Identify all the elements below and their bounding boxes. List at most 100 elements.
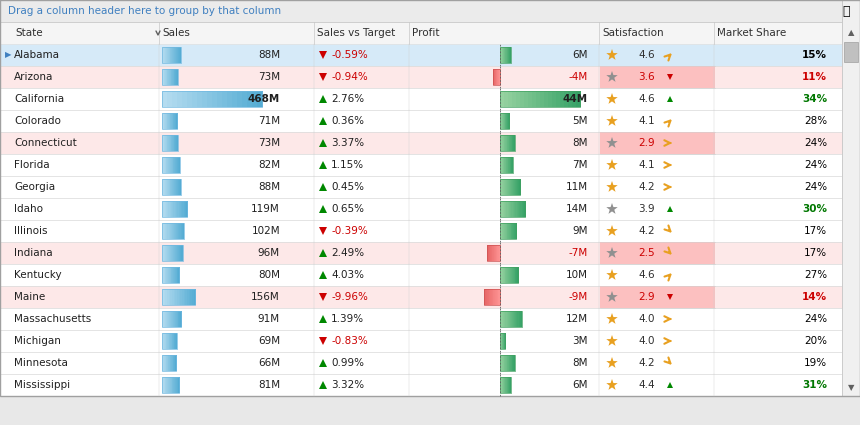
Bar	[0, 44, 842, 396]
Bar	[496, 69, 497, 85]
Bar	[182, 91, 187, 107]
Bar	[512, 157, 513, 173]
Polygon shape	[606, 49, 617, 60]
Bar	[600, 286, 715, 308]
Bar	[187, 91, 193, 107]
Bar	[194, 289, 196, 305]
Polygon shape	[606, 247, 617, 258]
Bar	[162, 179, 181, 195]
Bar	[174, 157, 175, 173]
Text: 468M: 468M	[248, 94, 280, 104]
Bar	[169, 311, 171, 327]
Text: -0.83%: -0.83%	[331, 336, 368, 346]
Text: Sales vs Target: Sales vs Target	[317, 28, 396, 38]
Bar	[164, 377, 166, 393]
Bar	[0, 242, 842, 264]
Bar	[162, 69, 178, 85]
Bar	[503, 355, 504, 371]
Bar	[517, 267, 519, 283]
Bar	[181, 223, 182, 239]
Bar	[500, 377, 511, 393]
Bar	[177, 267, 179, 283]
Bar	[165, 377, 167, 393]
Bar	[176, 201, 178, 217]
Bar	[500, 47, 501, 63]
Bar	[506, 377, 507, 393]
Bar	[556, 91, 561, 107]
Bar	[519, 201, 521, 217]
Bar	[506, 157, 507, 173]
Bar	[165, 355, 166, 371]
Bar	[498, 245, 499, 261]
Bar	[185, 289, 187, 305]
Bar	[502, 377, 503, 393]
Bar	[167, 311, 169, 327]
Bar	[168, 113, 169, 129]
Bar	[503, 135, 504, 151]
Bar	[500, 135, 514, 151]
Bar	[513, 355, 515, 371]
Text: 31%: 31%	[802, 380, 827, 390]
Bar	[492, 289, 493, 305]
Bar	[171, 245, 173, 261]
Bar	[181, 289, 182, 305]
Bar	[540, 91, 544, 107]
Bar	[509, 157, 511, 173]
Bar	[487, 289, 488, 305]
Bar	[497, 245, 499, 261]
Bar	[532, 91, 537, 107]
Bar	[173, 223, 175, 239]
Bar	[162, 223, 163, 239]
Text: 2.76%: 2.76%	[331, 94, 364, 104]
Bar	[168, 179, 169, 195]
Bar	[171, 377, 173, 393]
Text: Massachusetts: Massachusetts	[14, 314, 91, 324]
Bar	[163, 245, 164, 261]
Bar	[166, 47, 167, 63]
Text: Alabama: Alabama	[14, 50, 60, 60]
Bar	[166, 355, 168, 371]
Bar	[171, 69, 173, 85]
Bar	[171, 179, 173, 195]
Bar	[503, 377, 504, 393]
Bar	[505, 113, 506, 129]
Bar	[483, 289, 500, 305]
Bar	[163, 135, 164, 151]
Bar	[171, 47, 173, 63]
Bar	[513, 267, 514, 283]
Bar	[502, 113, 503, 129]
Bar	[536, 91, 540, 107]
Bar	[172, 377, 174, 393]
Bar	[505, 179, 507, 195]
Bar	[177, 47, 179, 63]
Bar	[513, 201, 514, 217]
Bar	[177, 201, 179, 217]
Text: 27%: 27%	[804, 270, 827, 280]
Bar	[178, 157, 179, 173]
Bar	[493, 289, 494, 305]
Bar	[508, 113, 509, 129]
Bar	[483, 289, 485, 305]
Bar	[185, 201, 187, 217]
Bar	[572, 91, 576, 107]
Bar	[502, 311, 504, 327]
Bar	[504, 157, 505, 173]
Bar	[504, 201, 506, 217]
Bar	[495, 289, 496, 305]
Bar	[164, 311, 165, 327]
Bar	[484, 289, 486, 305]
Bar	[508, 377, 509, 393]
Bar	[172, 245, 174, 261]
Bar	[498, 289, 499, 305]
Bar	[842, 0, 860, 396]
Bar	[173, 135, 175, 151]
Polygon shape	[319, 249, 327, 257]
Bar	[173, 157, 174, 173]
Polygon shape	[606, 313, 617, 324]
Bar	[501, 223, 502, 239]
Bar	[500, 91, 505, 107]
Bar	[166, 69, 167, 85]
Bar	[501, 267, 502, 283]
Bar	[172, 201, 174, 217]
Bar	[510, 135, 512, 151]
